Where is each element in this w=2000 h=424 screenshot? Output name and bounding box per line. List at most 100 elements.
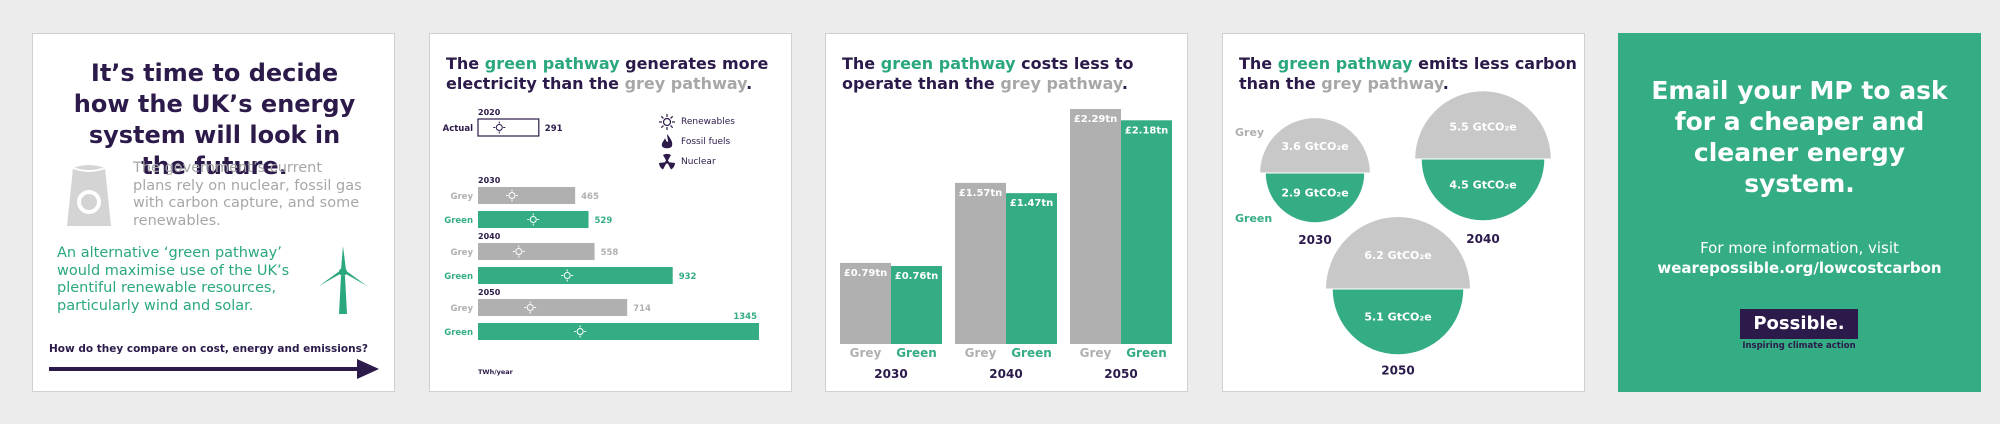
row-label: Green bbox=[444, 272, 473, 282]
category-label: 2040 bbox=[989, 367, 1022, 381]
year-label: 2040 bbox=[478, 232, 501, 241]
year-label: 2050 bbox=[478, 288, 501, 297]
carbon-chart: 3.6 GtCO₂e 2.9 GtCO₂e 2030 5.5 GtCO₂e 4.5 Gt… bbox=[1235, 91, 1551, 377]
green-plan-text: An alternative ‘green pathway’ would max… bbox=[57, 245, 290, 314]
row-label: Grey bbox=[451, 248, 474, 258]
bar bbox=[478, 323, 759, 340]
sun-icon bbox=[512, 245, 525, 258]
website-link[interactable]: wearepossible.org/lowcostcarbon bbox=[1657, 259, 1942, 277]
value-label: £1.47tn bbox=[1010, 198, 1054, 209]
grey-value-label: 5.5 GtCO₂e bbox=[1449, 121, 1516, 134]
legend-label: Nuclear bbox=[681, 157, 716, 167]
sun-icon bbox=[524, 301, 537, 314]
grey-plan-text: The government’s current plans rely on n… bbox=[133, 160, 362, 229]
series-label: Grey bbox=[965, 346, 997, 360]
value-label: 714 bbox=[633, 304, 651, 314]
unit-label: TWh/year bbox=[478, 368, 514, 376]
grey-value-label: 6.2 GtCO₂e bbox=[1364, 249, 1431, 262]
row-label: Grey bbox=[451, 192, 474, 202]
green-half bbox=[1332, 289, 1464, 355]
electricity-title: The green pathway generates more electri… bbox=[446, 54, 769, 93]
category-label: 2050 bbox=[1104, 367, 1137, 381]
year-label: 2050 bbox=[1381, 363, 1414, 377]
legend-item: Fossil fuels bbox=[658, 132, 735, 152]
row-label: Grey bbox=[451, 304, 474, 314]
bar bbox=[1121, 120, 1172, 344]
bar bbox=[955, 182, 1006, 344]
bar bbox=[840, 262, 891, 344]
logo-tagline: Inspiring climate action bbox=[1742, 341, 1856, 351]
bar bbox=[891, 266, 942, 344]
legend-label: Renewables bbox=[681, 117, 735, 127]
sun-icon bbox=[561, 269, 574, 282]
bar bbox=[478, 299, 628, 316]
bar bbox=[477, 118, 540, 137]
green-value-label: 5.1 GtCO₂e bbox=[1364, 310, 1431, 323]
compare-caption: How do they compare on cost, energy and … bbox=[49, 343, 368, 355]
grey-half bbox=[1260, 118, 1370, 173]
grey-value-label: 3.6 GtCO₂e bbox=[1281, 140, 1348, 153]
green-half bbox=[1421, 159, 1545, 221]
electricity-chart: 2020 Actual 291 2030 Grey 465 Green 529 2040 Grey… bbox=[443, 108, 759, 376]
carbon-title: The green pathway emits less carbon than… bbox=[1239, 54, 1577, 93]
value-label: 291 bbox=[545, 124, 563, 134]
green-half bbox=[1265, 173, 1365, 223]
category-label: 2030 bbox=[874, 367, 907, 381]
intro-title: It’s time to decide how the UK’s energy … bbox=[73, 59, 356, 180]
value-label: £2.18tn bbox=[1125, 125, 1169, 136]
value-label: £0.76tn bbox=[895, 271, 939, 282]
power-station-icon bbox=[67, 165, 111, 226]
possible-logo: Possible. bbox=[1740, 309, 1858, 339]
cost-panel: The green pathway costs less to operate … bbox=[825, 33, 1188, 392]
sun-icon bbox=[493, 121, 506, 134]
series-label: Grey bbox=[850, 346, 882, 360]
cost-title: The green pathway costs less to operate … bbox=[842, 54, 1134, 93]
value-label: 465 bbox=[581, 192, 599, 202]
grey-half bbox=[1326, 217, 1470, 289]
flame-icon bbox=[661, 134, 673, 149]
legend: Renewables Fossil fuels Nuclear bbox=[658, 112, 735, 172]
series-label: Grey bbox=[1080, 346, 1112, 360]
value-label: £2.29tn bbox=[1074, 114, 1118, 125]
green-value-label: 2.9 GtCO₂e bbox=[1281, 187, 1348, 200]
cta-panel: Email your MP to ask for a cheaper and c… bbox=[1618, 33, 1981, 392]
value-label: 932 bbox=[679, 272, 697, 282]
row-label: Green bbox=[444, 216, 473, 226]
sun-icon bbox=[506, 189, 519, 202]
grey-legend-label: Grey bbox=[1235, 126, 1264, 139]
bar bbox=[478, 267, 673, 284]
value-label: 1345 bbox=[733, 312, 757, 322]
sun-icon bbox=[659, 114, 675, 130]
year-label: 2030 bbox=[478, 176, 501, 185]
value-label: £0.79tn bbox=[844, 268, 888, 279]
row-label: Actual bbox=[443, 124, 473, 134]
arrow-right-icon bbox=[49, 359, 379, 379]
value-label: 529 bbox=[595, 216, 613, 226]
sun-icon bbox=[527, 213, 540, 226]
bar bbox=[478, 211, 589, 228]
year-label: 2040 bbox=[1466, 232, 1499, 246]
year-label: 2020 bbox=[478, 108, 501, 117]
value-label: £1.57tn bbox=[959, 188, 1003, 199]
intro-panel: It’s time to decide how the UK’s energy … bbox=[32, 33, 395, 392]
bar bbox=[1070, 109, 1121, 344]
green-value-label: 4.5 GtCO₂e bbox=[1449, 178, 1516, 191]
info-text: For more information, visit bbox=[1700, 239, 1899, 257]
green-legend-label: Green bbox=[1235, 212, 1272, 225]
bar bbox=[1006, 193, 1057, 344]
bar bbox=[478, 243, 595, 260]
value-label: 558 bbox=[601, 248, 619, 258]
series-label: Green bbox=[1126, 346, 1167, 360]
grey-half bbox=[1415, 91, 1551, 159]
series-label: Green bbox=[896, 346, 937, 360]
cost-chart: £0.79tn Grey £0.76tn Green 2030 £1.57tn Grey £1… bbox=[840, 109, 1172, 381]
series-label: Green bbox=[1011, 346, 1052, 360]
sun-icon bbox=[574, 325, 587, 338]
legend-item: Nuclear bbox=[658, 152, 735, 172]
radiation-icon bbox=[659, 153, 675, 170]
legend-item: Renewables bbox=[658, 112, 735, 132]
wind-turbine-icon bbox=[319, 246, 367, 314]
electricity-panel: The green pathway generates more electri… bbox=[429, 33, 792, 392]
legend-label: Fossil fuels bbox=[681, 137, 731, 147]
row-label: Green bbox=[444, 328, 473, 338]
